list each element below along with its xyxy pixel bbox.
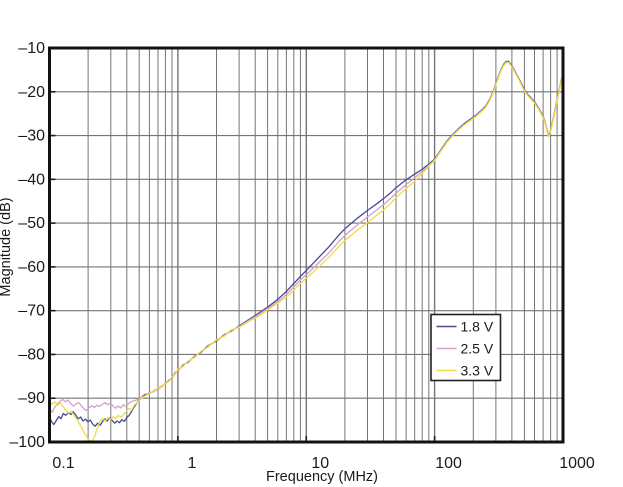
series-line-3-3-v [48,61,564,443]
x-axis-title: Frequency (MHz) [266,469,378,485]
y-tick-label--40: –40 [18,171,45,188]
x-tick-label-100: 100 [435,455,462,472]
y-axis-title: Magnitude (dB) [0,197,14,296]
gridlines [49,48,563,442]
y-tick-label--60: –60 [18,259,45,276]
y-tick-label--70: –70 [18,303,45,320]
y-tick-label--90: –90 [18,390,45,407]
y-tick-label--100: –100 [9,434,45,451]
x-tick-label-0.1: 0.1 [52,455,74,472]
legend: 1.8 V 2.5 V 3.3 V [430,313,502,382]
y-tick-label--50: –50 [18,215,45,232]
y-tick-label--30: –30 [18,128,45,145]
series-curves [48,60,564,443]
plot-border [48,46,565,444]
legend-box [430,313,502,382]
legend-label-3-3v: 3.3 V [461,363,494,379]
x-tick-label-1000: 1000 [559,455,595,472]
y-tick-labels: –10 –20 –30 –40 –50 –60 –70 –80 –90 –100 [9,40,45,451]
x-tick-label-10: 10 [311,455,329,472]
legend-label-2-5v: 2.5 V [461,341,494,357]
y-tick-label--10: –10 [18,40,45,57]
x-tick-label-1: 1 [187,455,196,472]
legend-label-1-8v: 1.8 V [461,319,494,335]
y-tick-label--20: –20 [18,84,45,101]
x-tick-labels: 0.1 1 10 100 1000 [52,455,595,472]
y-tick-label--80: –80 [18,346,45,363]
